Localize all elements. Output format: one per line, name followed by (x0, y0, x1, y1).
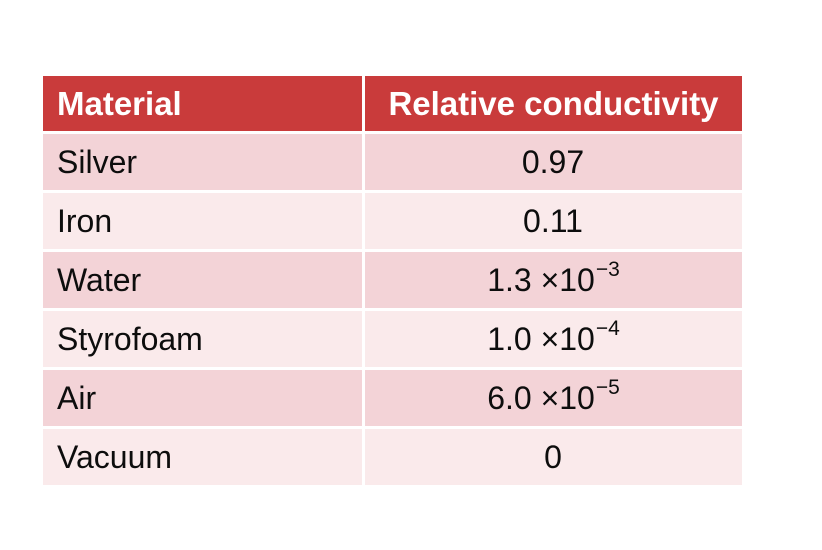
table-cell-material: Vacuum (43, 429, 362, 485)
table-cell-value: 0 (365, 429, 742, 485)
value-base: 6.0 ×10 (487, 379, 595, 416)
table-cell-material: Water (43, 252, 362, 308)
table-cell-material: Air (43, 370, 362, 426)
value-exponent: −5 (595, 375, 620, 399)
table-cell-material: Iron (43, 193, 362, 249)
value-base: 0 (544, 438, 562, 475)
table-cell-value: 6.0 ×10 −5 (365, 370, 742, 426)
value-base: 1.3 ×10 (487, 261, 595, 298)
table-cell-value: 1.3 ×10 −3 (365, 252, 742, 308)
table-cell-material: Silver (43, 134, 362, 190)
table-cell-value: 1.0 ×10 −4 (365, 311, 742, 367)
value-exponent: −3 (595, 257, 620, 281)
conductivity-table: Material Relative conductivity Silver 0.… (43, 76, 742, 485)
table-cell-value: 0.11 (365, 193, 742, 249)
value-base: 1.0 ×10 (487, 320, 595, 357)
value-base: 0.97 (521, 143, 585, 180)
column-header-relative-conductivity: Relative conductivity (365, 76, 742, 131)
table-cell-material: Styrofoam (43, 311, 362, 367)
table-cell-value: 0.97 (365, 134, 742, 190)
value-exponent: −4 (595, 316, 620, 340)
column-header-material: Material (43, 76, 362, 131)
value-base: 0.11 (523, 202, 583, 239)
